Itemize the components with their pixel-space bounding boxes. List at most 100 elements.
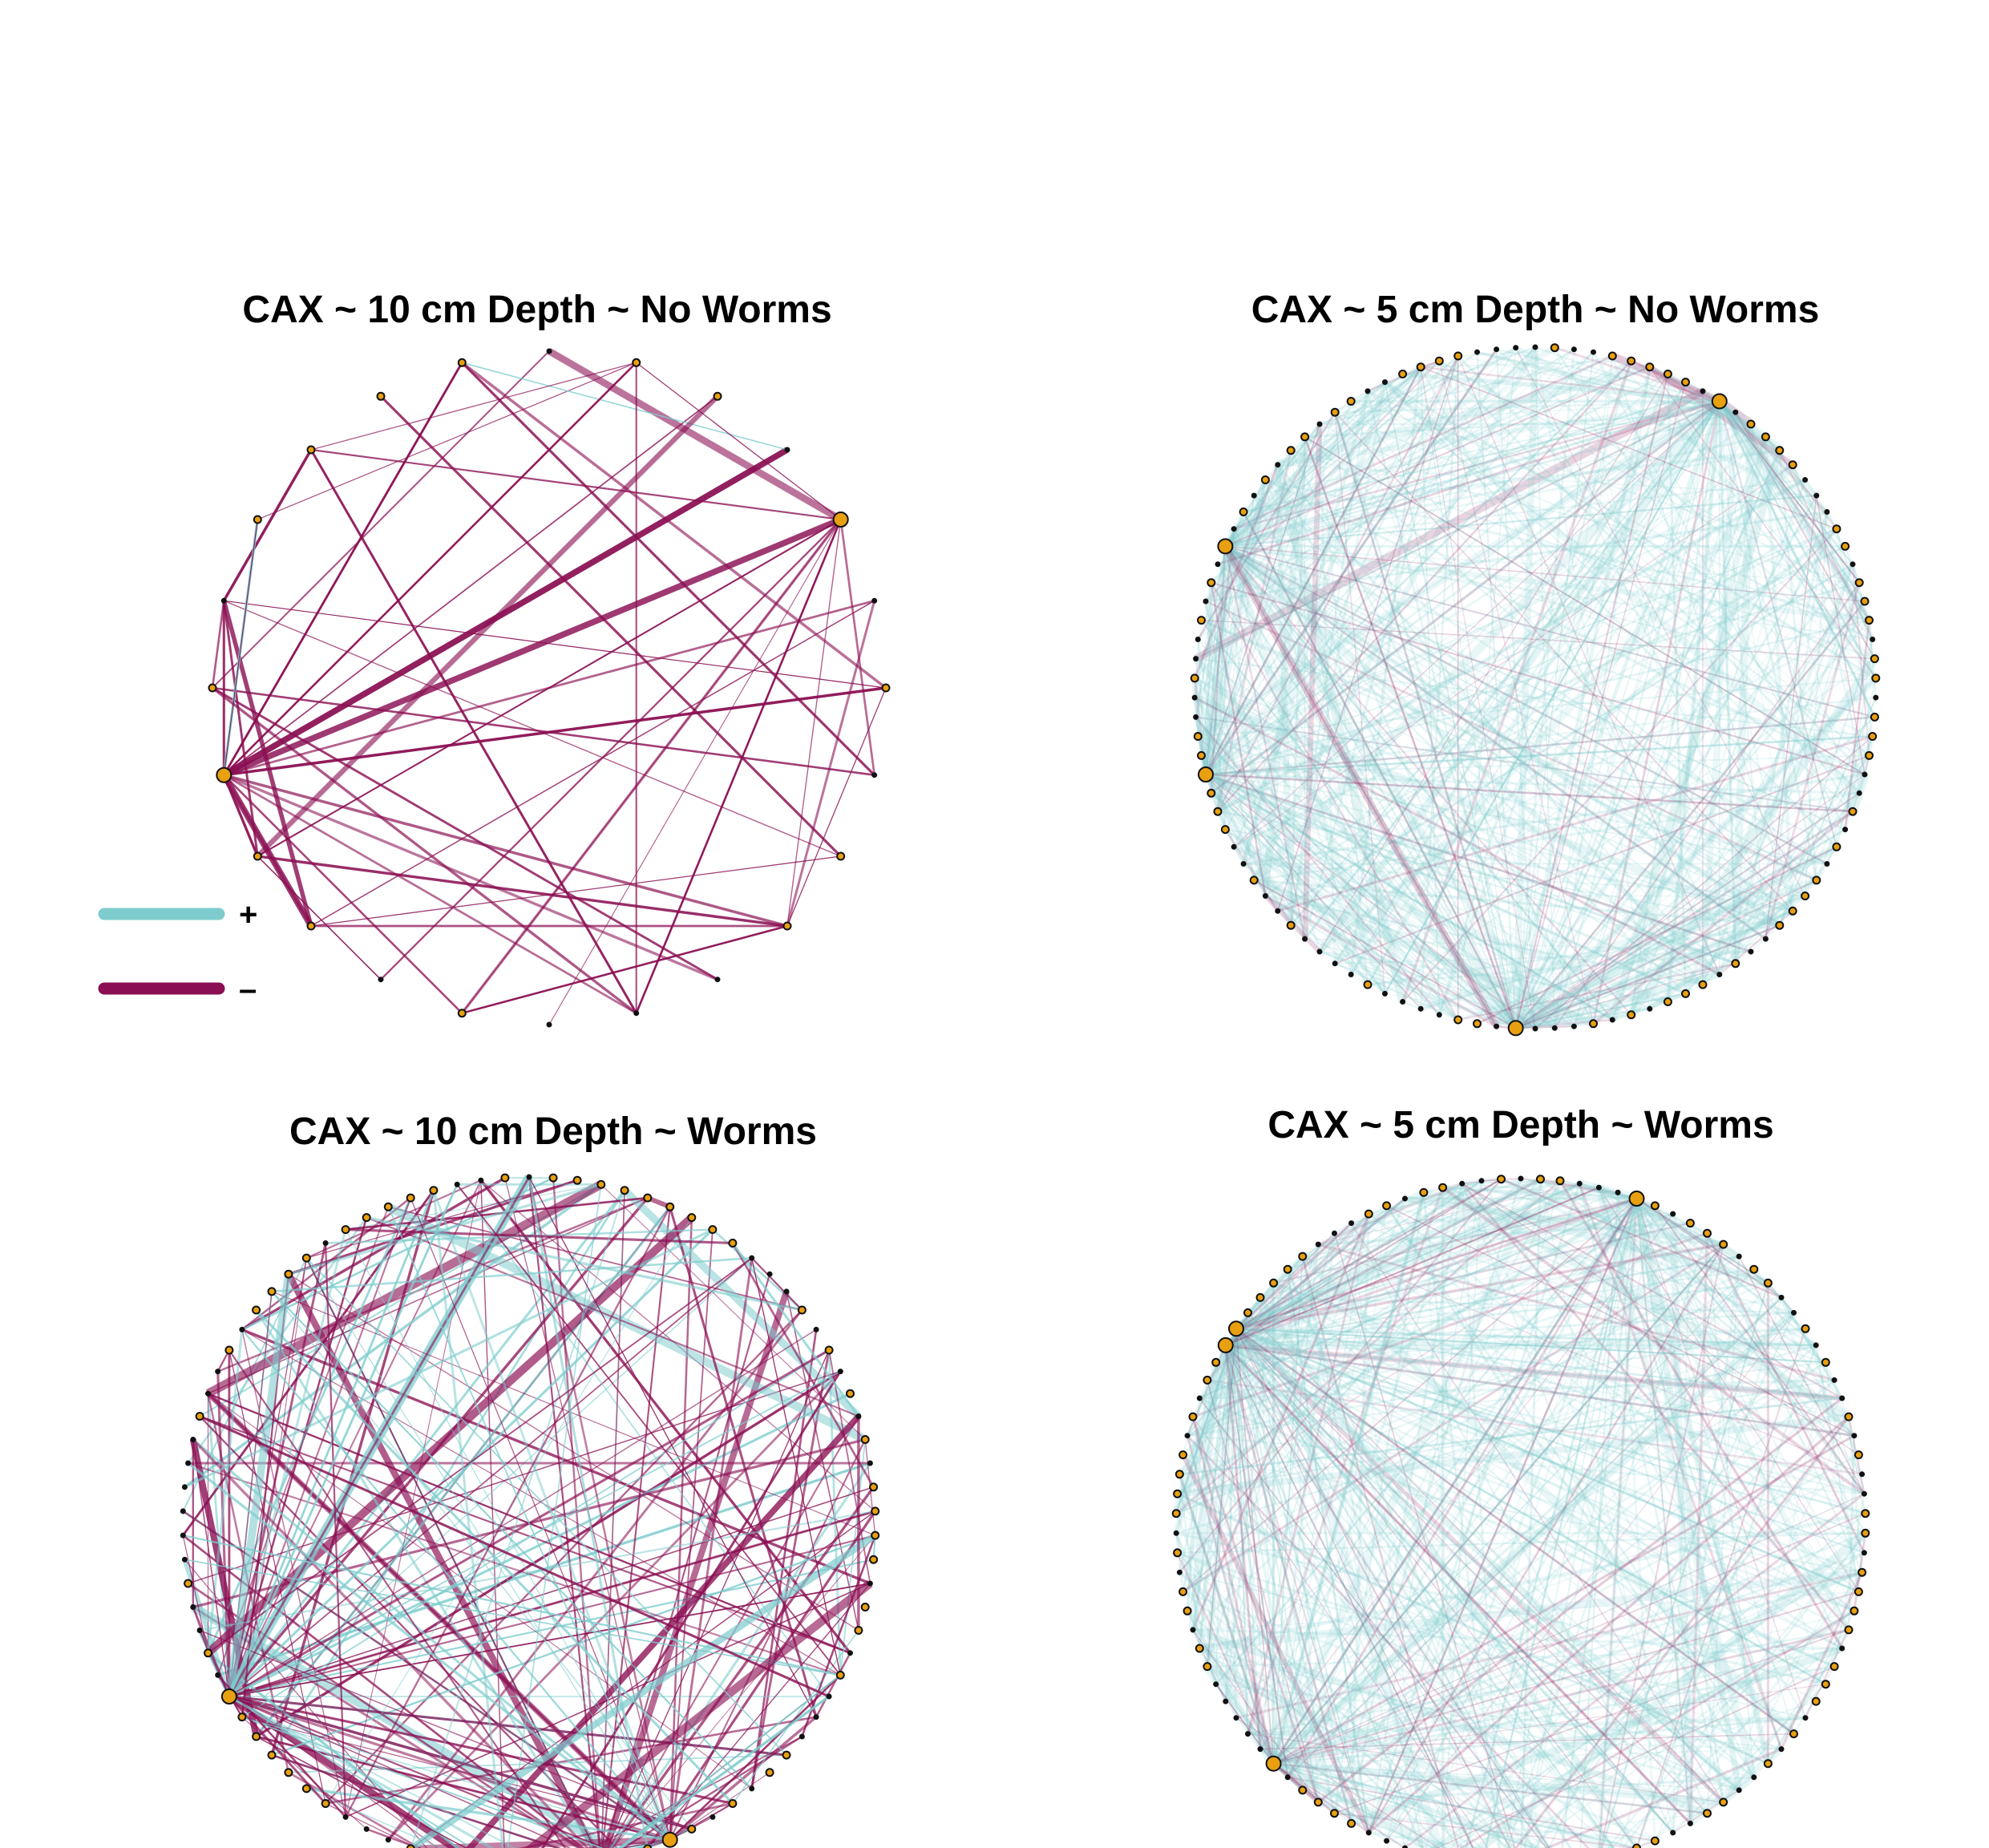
positive-edge <box>1235 1328 1866 1534</box>
network-node <box>1842 827 1849 833</box>
negative-edge <box>1205 600 1817 882</box>
positive-edge <box>1334 411 1874 641</box>
network-node <box>1400 999 1406 1005</box>
network-node <box>363 1826 370 1832</box>
positive-edge <box>1205 773 1614 1021</box>
negative-edge <box>731 1242 875 1488</box>
network-node <box>1196 1395 1203 1401</box>
positive-edge <box>1636 1198 1806 1329</box>
positive-edge <box>1367 924 1781 986</box>
positive-edge <box>1526 1610 1855 1848</box>
positive-edge <box>1200 546 1227 756</box>
positive-edge <box>1224 423 1320 547</box>
positive-edge <box>1718 400 1846 548</box>
positive-edge <box>1205 495 1255 775</box>
positive-edge <box>1350 1644 1844 1827</box>
positive-edge <box>1349 400 1721 976</box>
positive-edge <box>1264 478 1866 776</box>
positive-edge <box>1515 755 1870 1029</box>
positive-edge <box>1235 1222 1691 1330</box>
network-node <box>196 1628 203 1633</box>
positive-edge <box>1233 846 1575 1028</box>
positive-edge <box>1205 773 1575 1028</box>
positive-edge <box>1196 639 1227 830</box>
positive-edge <box>1205 360 1632 775</box>
positive-edge <box>1350 1223 1424 1848</box>
network-node <box>181 1556 188 1563</box>
positive-edge <box>1223 544 1781 928</box>
network-node <box>1262 893 1268 899</box>
negative-edge <box>1225 366 1651 548</box>
positive-edge <box>1635 1198 1843 1399</box>
positive-edge <box>1496 348 1720 402</box>
positive-edge <box>1273 1571 1862 1765</box>
network-node <box>1195 1644 1204 1653</box>
positive-edge <box>1224 1345 1724 1803</box>
network-node <box>1188 1412 1198 1421</box>
network-node <box>1832 524 1841 534</box>
positive-edge <box>462 362 788 451</box>
positive-edge <box>1273 1665 1835 1765</box>
positive-edge <box>1719 401 1854 565</box>
network-node <box>1609 1017 1615 1023</box>
network-node <box>1494 346 1500 353</box>
negative-edge <box>223 774 463 1014</box>
positive-edge <box>1384 382 1517 1029</box>
negative-edge <box>1273 1684 1826 1765</box>
positive-edge <box>1199 1511 1866 1651</box>
positive-edge <box>1253 494 1828 865</box>
positive-edge <box>1199 1647 1656 1842</box>
negative-edge <box>1458 1610 1855 1848</box>
positive-edge <box>1476 352 1517 1029</box>
positive-edge <box>1195 347 1517 660</box>
positive-edge <box>1573 349 1736 964</box>
negative-edge <box>1515 774 1866 1029</box>
positive-edge <box>1484 1198 1639 1848</box>
network-node <box>321 1799 330 1808</box>
positive-edge <box>1273 1717 1806 1765</box>
network-node <box>1240 861 1247 867</box>
positive-edge <box>1286 1268 1370 1834</box>
positive-edge <box>1385 1205 1769 1765</box>
positive-edge <box>1225 1345 1817 1702</box>
network-node <box>1763 1759 1773 1769</box>
negative-edge <box>1225 1342 1842 1401</box>
network-node <box>1402 1195 1408 1202</box>
positive-edge <box>1598 1187 1855 1437</box>
positive-edge <box>1301 1256 1406 1848</box>
positive-edge <box>1608 449 1784 1021</box>
network-node <box>871 1506 880 1516</box>
positive-edge <box>1224 545 1837 848</box>
positive-edge <box>1350 1222 1674 1834</box>
negative-edge <box>1199 1397 1547 1848</box>
positive-edge <box>1405 1813 1708 1848</box>
positive-edge <box>1386 1204 1794 1314</box>
positive-edge <box>1835 528 1874 737</box>
network-node <box>1850 1606 1859 1615</box>
positive-edge <box>1233 366 1422 530</box>
positive-edge <box>1596 1186 1851 1632</box>
network-node <box>860 1435 870 1444</box>
negative-edge <box>1272 1434 1855 1765</box>
negative-edge <box>1844 620 1870 830</box>
negative-edge <box>223 395 718 776</box>
network-node <box>1193 656 1199 662</box>
positive-edge <box>1204 479 1267 775</box>
positive-edge <box>1211 400 1720 794</box>
positive-edge <box>1205 1663 1615 1848</box>
positive-edge <box>1175 1328 1237 1514</box>
positive-edge <box>1554 355 1613 1029</box>
network-node <box>1171 1509 1181 1518</box>
negative-edge <box>1534 735 1874 1029</box>
negative-edge <box>460 518 843 1014</box>
positive-edge <box>1243 512 1517 1029</box>
positive-edge <box>1717 399 1829 514</box>
positive-edge <box>1301 1344 1817 1791</box>
negative-edge <box>1224 1197 1406 1347</box>
positive-edge <box>1419 877 1818 1013</box>
negative-edge <box>786 1291 859 1631</box>
positive-edge <box>1224 366 1422 548</box>
network-node <box>867 1460 873 1466</box>
network-node <box>1434 356 1444 366</box>
positive-edge <box>1204 774 1227 831</box>
